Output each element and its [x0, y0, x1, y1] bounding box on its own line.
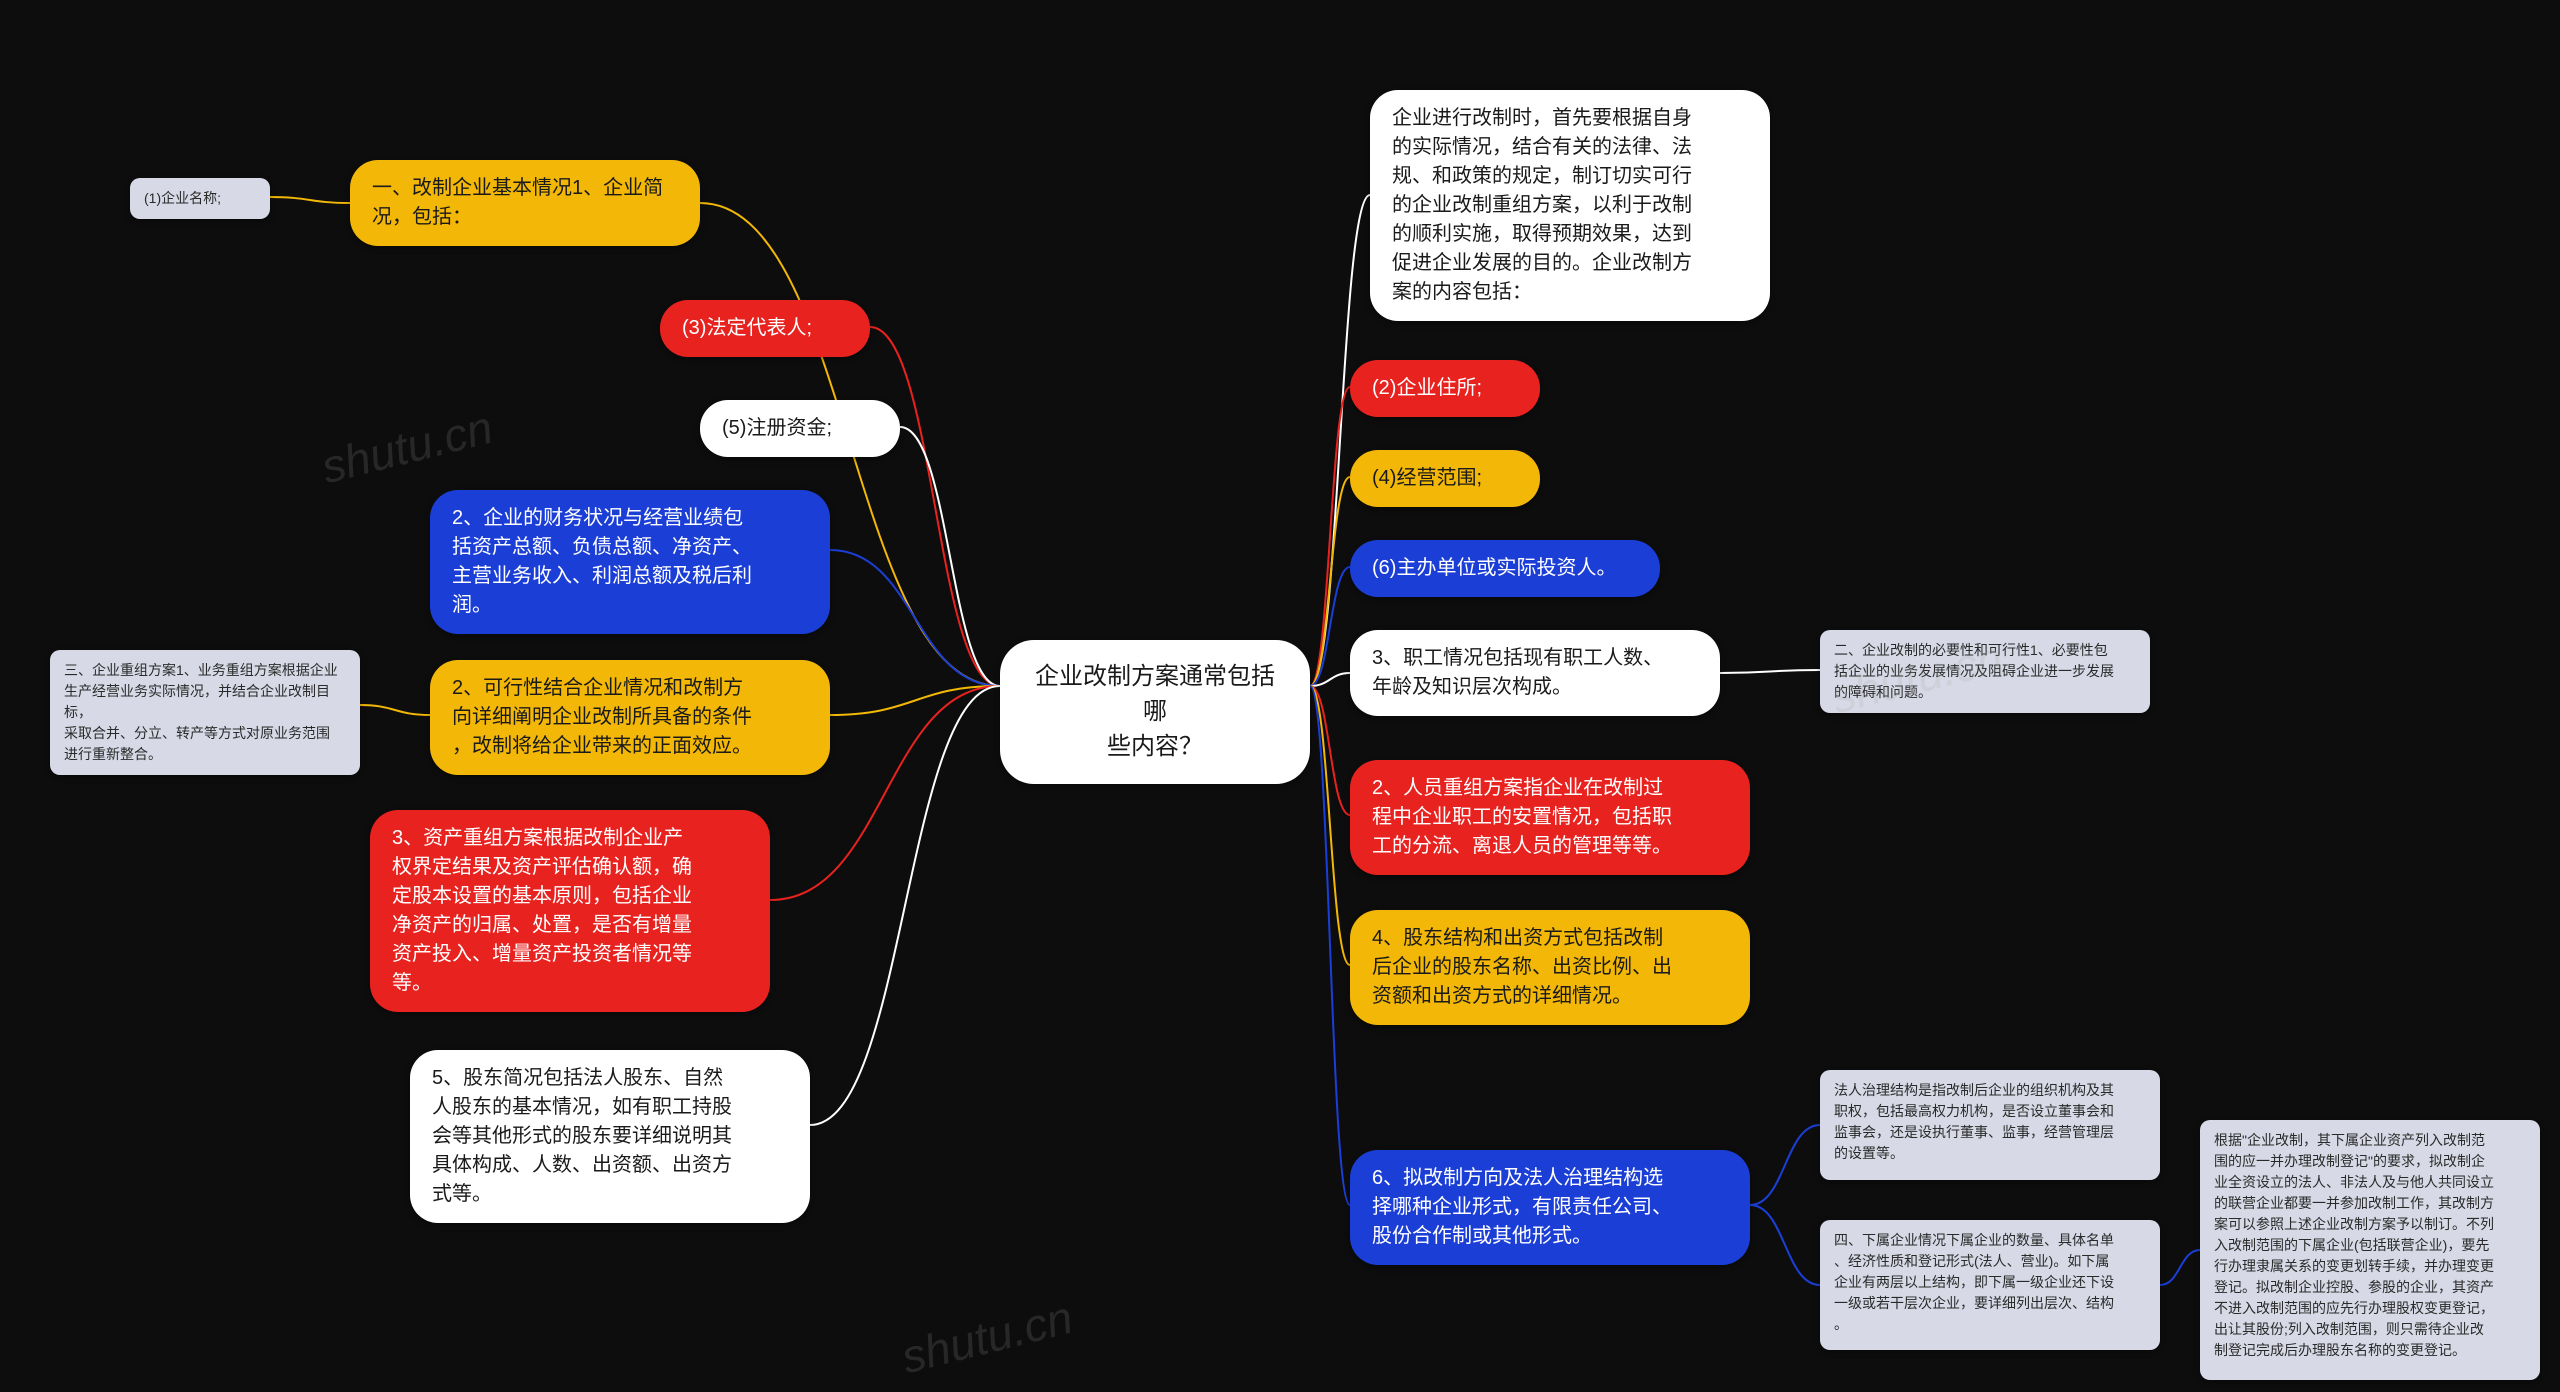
mindmap-node[interactable]: (3)法定代表人;: [660, 300, 870, 357]
mindmap-node[interactable]: 一、改制企业基本情况1、企业简 况，包括：: [350, 160, 700, 246]
mindmap-node[interactable]: 5、股东简况包括法人股东、自然 人股东的基本情况，如有职工持股 会等其他形式的股…: [410, 1050, 810, 1223]
mindmap-node[interactable]: 6、拟改制方向及法人治理结构选 择哪种企业形式，有限责任公司、 股份合作制或其他…: [1350, 1150, 1750, 1265]
mindmap-node[interactable]: 根据"企业改制，其下属企业资产列入改制范 围的应一并办理改制登记"的要求，拟改制…: [2200, 1120, 2540, 1380]
mindmap-node[interactable]: 2、可行性结合企业情况和改制方 向详细阐明企业改制所具备的条件 ，改制将给企业带…: [430, 660, 830, 775]
mindmap-node[interactable]: 法人治理结构是指改制后企业的组织机构及其 职权，包括最高权力机构，是否设立董事会…: [1820, 1070, 2160, 1180]
mindmap-node[interactable]: (2)企业住所;: [1350, 360, 1540, 417]
mindmap-node[interactable]: 2、企业的财务状况与经营业绩包 括资产总额、负债总额、净资产、 主营业务收入、利…: [430, 490, 830, 634]
mindmap-node[interactable]: 4、股东结构和出资方式包括改制 后企业的股东名称、出资比例、出 资额和出资方式的…: [1350, 910, 1750, 1025]
mindmap-node[interactable]: 企业改制方案通常包括哪 些内容？: [1000, 640, 1310, 784]
mindmap-node[interactable]: (4)经营范围;: [1350, 450, 1540, 507]
mindmap-node[interactable]: 企业进行改制时，首先要根据自身 的实际情况，结合有关的法律、法 规、和政策的规定…: [1370, 90, 1770, 321]
mindmap-node[interactable]: 3、职工情况包括现有职工人数、 年龄及知识层次构成。: [1350, 630, 1720, 716]
mindmap-node[interactable]: 2、人员重组方案指企业在改制过 程中企业职工的安置情况，包括职 工的分流、离退人…: [1350, 760, 1750, 875]
mindmap-node[interactable]: 二、企业改制的必要性和可行性1、必要性包 括企业的业务发展情况及阻碍企业进一步发…: [1820, 630, 2150, 713]
watermark: shutu.cn: [316, 400, 498, 494]
watermark: shutu.cn: [896, 1290, 1078, 1384]
mindmap-node[interactable]: 3、资产重组方案根据改制企业产 权界定结果及资产评估确认额，确 定股本设置的基本…: [370, 810, 770, 1012]
mindmap-node[interactable]: (6)主办单位或实际投资人。: [1350, 540, 1660, 597]
mindmap-node[interactable]: 三、企业重组方案1、业务重组方案根据企业 生产经营业务实际情况，并结合企业改制目…: [50, 650, 360, 775]
mindmap-node[interactable]: 四、下属企业情况下属企业的数量、具体名单 、经济性质和登记形式(法人、营业)。如…: [1820, 1220, 2160, 1350]
mindmap-node[interactable]: (5)注册资金;: [700, 400, 900, 457]
mindmap-node[interactable]: (1)企业名称;: [130, 178, 270, 219]
